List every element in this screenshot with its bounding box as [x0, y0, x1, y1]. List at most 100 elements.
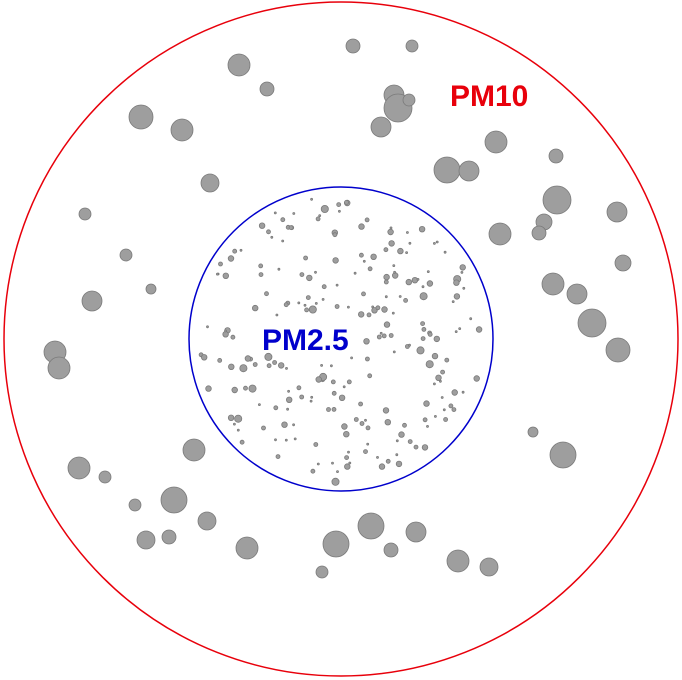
- fine-particle: [257, 403, 261, 407]
- fine-particle: [407, 439, 413, 445]
- fine-particle: [442, 408, 446, 412]
- fine-particle: [378, 463, 386, 470]
- fine-particle: [398, 295, 402, 298]
- fine-particle: [358, 401, 364, 407]
- fine-particle: [416, 346, 425, 355]
- fine-particle: [228, 363, 235, 370]
- fine-particle: [310, 395, 314, 399]
- coarse-particle: [370, 116, 392, 138]
- fine-particle: [376, 334, 382, 340]
- fine-particle: [397, 247, 404, 255]
- fine-particle: [320, 363, 324, 367]
- fine-particle: [315, 376, 322, 383]
- fine-particle: [273, 211, 277, 215]
- fine-particle: [367, 373, 373, 379]
- fine-particle: [286, 407, 290, 411]
- fine-particle: [422, 417, 428, 423]
- fine-particle: [361, 291, 366, 297]
- fine-particle: [234, 414, 243, 423]
- fine-particle: [336, 202, 342, 208]
- fine-particle: [365, 425, 371, 431]
- fine-particle: [392, 264, 396, 268]
- fine-particle: [408, 241, 412, 245]
- fine-particle: [347, 450, 350, 454]
- fine-particle: [379, 331, 383, 335]
- fine-particle: [337, 209, 341, 213]
- fine-particle: [403, 297, 409, 303]
- fine-particle: [391, 311, 395, 315]
- fine-particle: [432, 241, 436, 245]
- fine-particle: [292, 423, 296, 427]
- coarse-particle: [170, 118, 194, 142]
- fine-particle: [344, 199, 349, 205]
- fine-particle: [320, 204, 329, 213]
- coarse-particle: [161, 529, 177, 545]
- fine-particle: [353, 271, 357, 275]
- coarse-particle: [47, 356, 71, 380]
- coarse-particle: [345, 38, 361, 54]
- fine-particle: [288, 225, 294, 231]
- coarse-particle: [322, 530, 350, 558]
- fine-particle: [448, 403, 454, 409]
- fine-particle: [395, 439, 399, 443]
- fine-particle: [335, 283, 339, 287]
- fine-particle: [383, 273, 390, 281]
- fine-particle: [232, 248, 238, 254]
- fine-particle: [316, 462, 320, 466]
- fine-particle: [350, 356, 354, 360]
- fine-particle: [384, 295, 388, 299]
- fine-particle: [275, 454, 281, 460]
- fine-particle: [358, 223, 365, 230]
- coarse-particle: [405, 521, 427, 543]
- fine-particle: [343, 431, 350, 438]
- fine-particle: [342, 385, 346, 389]
- fine-particle: [389, 226, 393, 230]
- fine-particle: [222, 272, 229, 279]
- fine-particle: [344, 463, 351, 470]
- fine-particle: [266, 229, 271, 235]
- fine-particle: [384, 419, 391, 426]
- fine-particle: [296, 385, 302, 391]
- fine-particle: [435, 240, 439, 244]
- fine-particle: [341, 423, 348, 430]
- fine-particle: [348, 461, 352, 465]
- fine-particle: [217, 357, 223, 363]
- fine-particle: [423, 400, 430, 407]
- fine-particle: [398, 431, 405, 438]
- fine-particle: [305, 295, 311, 301]
- fine-particle: [310, 468, 316, 474]
- fine-particle: [287, 389, 291, 393]
- fine-particle: [331, 390, 337, 396]
- fine-particle: [388, 333, 394, 338]
- fine-particle: [421, 444, 429, 451]
- fine-particle: [293, 437, 297, 441]
- pm2-5-label: PM2.5: [262, 324, 349, 357]
- fine-particle: [420, 336, 426, 342]
- coarse-particle: [549, 441, 577, 469]
- fine-particle: [443, 417, 449, 422]
- fine-particle: [440, 396, 444, 399]
- fine-particle: [426, 424, 429, 428]
- fine-particle: [418, 225, 426, 233]
- fine-particle: [364, 418, 367, 422]
- fine-particle: [375, 305, 381, 311]
- fine-particle: [215, 272, 219, 276]
- fine-particle: [393, 270, 397, 274]
- fine-particle: [292, 212, 296, 215]
- fine-particle: [453, 293, 461, 300]
- fine-particle: [435, 374, 442, 381]
- coarse-particle: [542, 185, 572, 215]
- coarse-particle: [200, 173, 220, 193]
- coarse-particle: [548, 148, 564, 164]
- fine-particle: [431, 352, 439, 360]
- fine-particle: [303, 255, 309, 261]
- fine-particle: [427, 331, 433, 337]
- fine-particle: [261, 425, 266, 431]
- fine-particle: [275, 313, 279, 317]
- coarse-particle: [484, 130, 508, 154]
- coarse-particle: [433, 156, 461, 184]
- fine-particle: [421, 326, 427, 332]
- coarse-particle: [479, 557, 499, 577]
- fine-particle: [334, 304, 340, 309]
- fine-particle: [402, 422, 407, 428]
